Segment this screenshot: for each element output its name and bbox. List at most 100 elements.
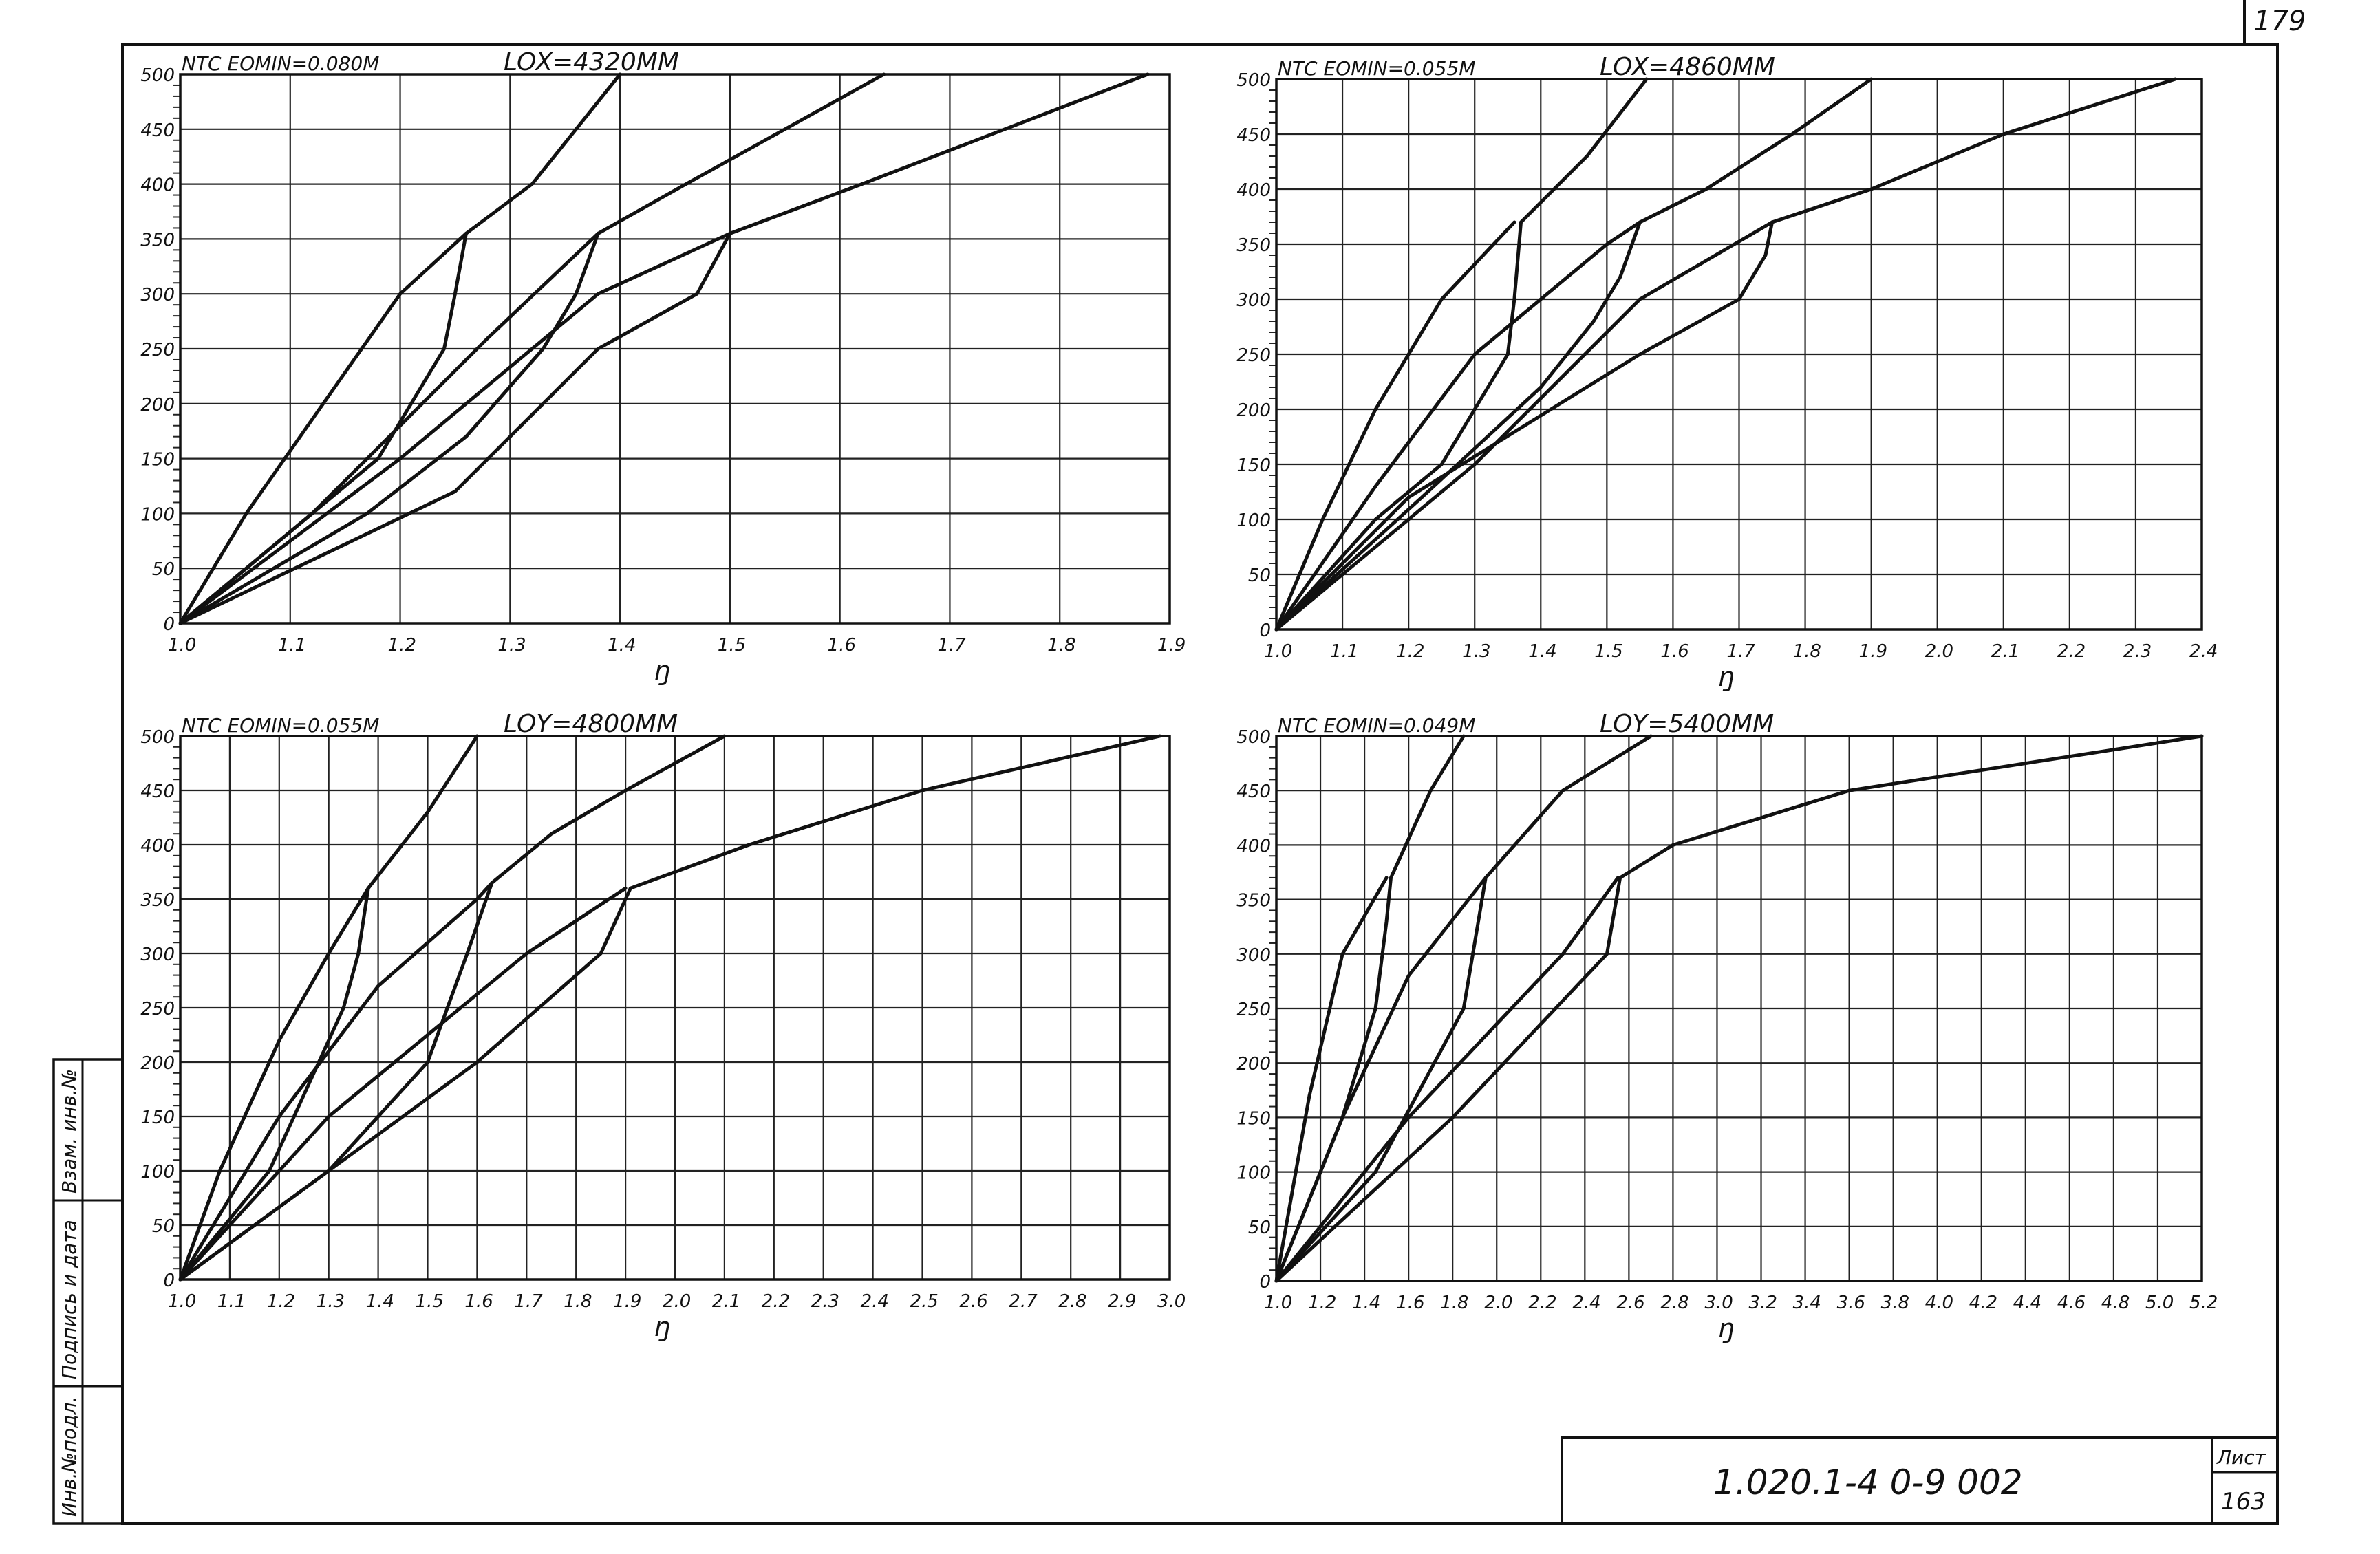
x-tick-label: 2.2 [762, 1291, 790, 1312]
series-line-2 [178, 231, 468, 625]
x-tick-label: 2.2 [2057, 641, 2086, 662]
x-tick-label: 1.7 [1727, 641, 1756, 662]
y-tick-label: 250 [1236, 345, 1271, 366]
y-tick-label: 100 [1236, 1163, 1271, 1184]
x-tick-label: 1.6 [1660, 641, 1688, 662]
y-tick-label: 0 [1259, 620, 1271, 641]
x-axis-label: ŋ [654, 656, 671, 686]
series-line-7 [178, 231, 732, 625]
y-tick-label: 0 [163, 1271, 175, 1291]
x-tick-label: 1.8 [564, 1291, 592, 1312]
series-line-2 [178, 886, 370, 1282]
drawing-frame [121, 43, 2279, 1525]
x-tick-label: 2.8 [1058, 1291, 1086, 1312]
x-tick-label: 1.1 [217, 1291, 246, 1312]
x-axis-label: ŋ [654, 1312, 671, 1342]
y-tick-label: 500 [140, 727, 175, 748]
y-tick-label: 450 [140, 781, 175, 802]
y-tick-label: 100 [140, 504, 175, 525]
series-line-2 [1274, 220, 1523, 632]
x-tick-label: 1.0 [1264, 1293, 1292, 1313]
x-tick-label: 4.2 [1969, 1293, 1997, 1313]
x-tick-label: 1.4 [1352, 1293, 1380, 1313]
x-tick-label: 1.0 [168, 635, 196, 656]
series-line-6 [1483, 734, 1653, 880]
x-tick-label: 2.2 [1528, 1293, 1556, 1313]
y-tick-label: 400 [1236, 180, 1271, 201]
x-tick-label: 1.3 [317, 1291, 345, 1312]
y-tick-label: 200 [1236, 1054, 1271, 1075]
x-tick-label: 3.0 [1157, 1291, 1186, 1312]
series-line-3 [1519, 77, 1649, 224]
x-tick-label: 2.8 [1660, 1293, 1688, 1313]
y-tick-label: 350 [140, 890, 175, 911]
y-tick-label: 250 [140, 340, 175, 360]
y-tick-label: 50 [1248, 565, 1271, 586]
y-tick-label: 350 [140, 230, 175, 250]
x-tick-label: 2.3 [811, 1291, 839, 1312]
series-line-6 [1638, 77, 1874, 224]
y-tick-label: 250 [1236, 1000, 1271, 1020]
y-tick-label: 350 [1236, 891, 1271, 911]
series-line-1 [178, 231, 468, 625]
y-tick-label: 400 [140, 836, 175, 856]
y-tick-label: 200 [140, 395, 175, 416]
chart-title: LOY=4800MM [504, 710, 678, 738]
x-tick-label: 2.1 [1991, 641, 2019, 662]
y-tick-label: 0 [163, 614, 175, 635]
doc-code: 1.020.1-4 0-9 002 [1713, 1463, 2023, 1502]
x-tick-label: 5.2 [2189, 1293, 2218, 1313]
series-line-4 [178, 881, 494, 1282]
x-tick-label: 3.6 [1837, 1293, 1865, 1313]
chart-header: NTC EOMIN=0.055M [1278, 57, 1475, 80]
x-tick-label: 1.9 [1157, 635, 1186, 656]
corner-number: 179 [2253, 6, 2306, 37]
y-tick-label: 500 [1236, 70, 1271, 91]
chart-title: LOY=5400MM [1600, 710, 1774, 738]
series-line-5 [1274, 876, 1488, 1283]
y-tick-label: 450 [1236, 125, 1271, 146]
y-tick-label: 50 [152, 559, 175, 580]
series-line-4 [178, 231, 600, 625]
y-tick-label: 150 [1236, 1108, 1271, 1129]
x-tick-label: 1.9 [613, 1291, 641, 1312]
y-tick-label: 150 [140, 1108, 175, 1128]
x-tick-label: 2.0 [1484, 1293, 1512, 1313]
x-tick-label: 1.1 [1330, 641, 1358, 662]
x-tick-label: 1.8 [1047, 635, 1075, 656]
x-tick-label: 1.5 [1594, 641, 1622, 662]
x-tick-label: 1.7 [937, 635, 966, 656]
series-line-8 [178, 231, 732, 625]
chart-header: NTC EOMIN=0.080M [182, 52, 379, 75]
x-tick-label: 1.2 [1396, 641, 1424, 662]
y-tick-label: 250 [140, 999, 175, 1019]
x-tick-label: 1.4 [366, 1291, 394, 1312]
x-tick-label: 2.4 [1572, 1293, 1600, 1313]
x-tick-label: 2.0 [1925, 641, 1953, 662]
x-axis-label: ŋ [1719, 1313, 1735, 1343]
sheet-number: 163 [2221, 1488, 2266, 1515]
sheet-label: Лист [2216, 1446, 2266, 1469]
y-tick-label: 200 [1236, 400, 1271, 421]
chart-panel-3: 1.0 1.1 1.2 1.3 1.4 1.5 1.6 1.7 1.8 1.9 2.0 2.1 2.2 2… [140, 710, 1186, 1342]
y-tick-label: 350 [1236, 235, 1271, 256]
y-tick-label: 0 [1259, 1272, 1271, 1293]
y-tick-label: 300 [1236, 945, 1271, 966]
x-tick-label: 2.6 [959, 1291, 987, 1312]
series-line-7 [1274, 220, 1774, 632]
y-tick-label: 150 [1236, 455, 1271, 476]
x-tick-label: 2.4 [861, 1291, 889, 1312]
chart-panel-1: 1.0 1.1 1.2 1.3 1.4 1.5 1.6 1.7 1.8 1.9 0 50 100 150 2… [140, 48, 1186, 686]
x-tick-label: 4.0 [1925, 1293, 1953, 1313]
series-line-4 [1274, 220, 1642, 632]
series-line-8 [1274, 876, 1622, 1283]
chart-panel-4: 1.0 1.2 1.4 1.6 1.8 2.0 2.2 2.4 2.6 2.8 3.0 3.2 3.4 3… [1236, 710, 2218, 1343]
x-tick-label: 2.6 [1616, 1293, 1644, 1313]
x-tick-label: 5.0 [2145, 1293, 2174, 1313]
y-tick-label: 300 [140, 945, 175, 965]
y-tick-label: 200 [140, 1053, 175, 1074]
x-tick-label: 1.6 [464, 1291, 493, 1312]
x-tick-label: 1.2 [388, 635, 416, 656]
x-tick-label: 1.4 [608, 635, 636, 656]
